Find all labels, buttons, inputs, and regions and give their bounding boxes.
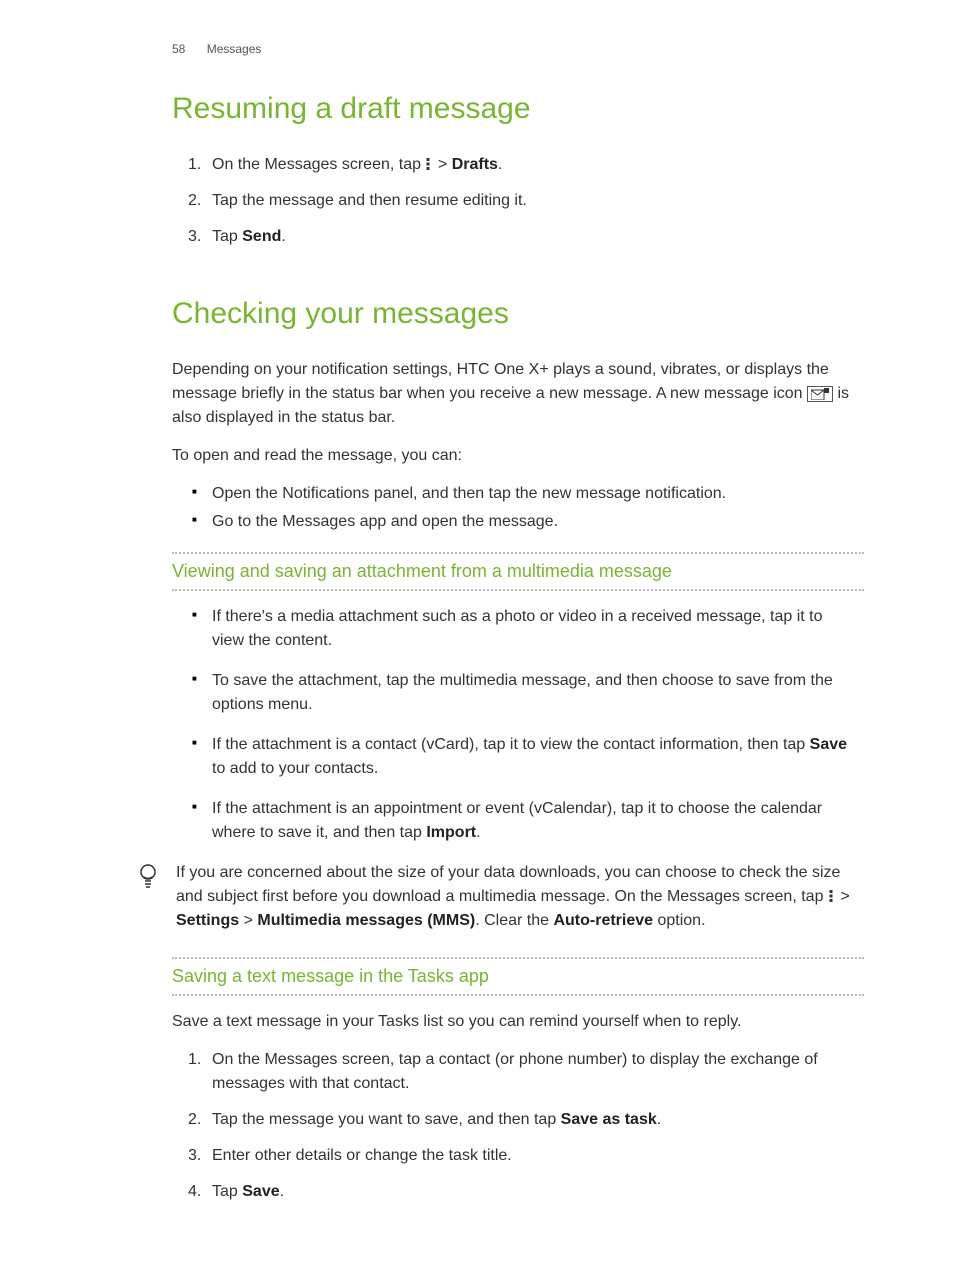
bullet-bold: Import xyxy=(426,824,476,841)
step-number: 4. xyxy=(188,1180,201,1204)
bullet-item: Go to the Messages app and open the mess… xyxy=(212,510,864,534)
step-text: On the Messages screen, tap a contact (o… xyxy=(212,1051,818,1092)
tip-segment: . Clear the xyxy=(475,912,553,929)
step-item: 3. Tap Send. xyxy=(212,225,864,249)
open-read-bullets: Open the Notifications panel, and then t… xyxy=(90,482,864,534)
new-message-icon xyxy=(807,386,833,402)
tip-bold: Multimedia messages (MMS) xyxy=(257,912,475,929)
lightbulb-tip-icon xyxy=(138,861,158,933)
step-text: . xyxy=(281,228,285,245)
subsection-tasks: Saving a text message in the Tasks app xyxy=(172,957,864,996)
tip-text: If you are concerned about the size of y… xyxy=(176,861,858,933)
step-text: Tap xyxy=(212,1183,242,1200)
tasks-steps: 1. On the Messages screen, tap a contact… xyxy=(90,1048,864,1204)
step-text: Enter other details or change the task t… xyxy=(212,1147,512,1164)
tip-segment: > xyxy=(239,912,257,929)
tasks-intro: Save a text message in your Tasks list s… xyxy=(90,1010,864,1034)
step-text: Tap the message you want to save, and th… xyxy=(212,1111,561,1128)
bullet-text: If the attachment is a contact (vCard), … xyxy=(212,736,810,753)
section-title-resuming: Resuming a draft message xyxy=(90,86,864,131)
bullet-item: If the attachment is a contact (vCard), … xyxy=(212,733,864,781)
step-text: . xyxy=(657,1111,661,1128)
open-read-intro: To open and read the message, you can: xyxy=(90,444,864,468)
page-number: 58 xyxy=(172,42,185,56)
tip-segment: option. xyxy=(653,912,705,929)
bullet-item: To save the attachment, tap the multimed… xyxy=(212,669,864,717)
step-item: 3. Enter other details or change the tas… xyxy=(212,1144,864,1168)
bullet-text: If the attachment is an appointment or e… xyxy=(212,800,822,841)
step-item: 2. Tap the message you want to save, and… xyxy=(212,1108,864,1132)
step-number: 2. xyxy=(188,1108,201,1132)
step-item: 2. Tap the message and then resume editi… xyxy=(212,189,864,213)
step-number: 3. xyxy=(188,1144,201,1168)
step-text: . xyxy=(498,156,502,173)
section-title-checking: Checking your messages xyxy=(90,291,864,336)
step-item: 1. On the Messages screen, tap > Drafts. xyxy=(212,153,864,177)
step-text: On the Messages screen, tap xyxy=(212,156,425,173)
tip-bold: Auto-retrieve xyxy=(553,912,653,929)
intro-text: Depending on your notification settings,… xyxy=(172,361,829,402)
bullet-text: to add to your contacts. xyxy=(212,760,378,777)
tip-bold: Settings xyxy=(176,912,239,929)
resuming-steps: 1. On the Messages screen, tap > Drafts.… xyxy=(90,153,864,249)
tip-block: If you are concerned about the size of y… xyxy=(90,861,864,933)
overflow-menu-icon xyxy=(828,889,836,903)
step-number: 1. xyxy=(188,1048,201,1072)
bullet-bold: Save xyxy=(810,736,847,753)
step-item: 4. Tap Save. xyxy=(212,1180,864,1204)
step-bold: Drafts xyxy=(452,156,498,173)
step-text: Tap xyxy=(212,228,242,245)
step-text: Tap the message and then resume editing … xyxy=(212,192,527,209)
bullet-text: . xyxy=(476,824,480,841)
step-number: 1. xyxy=(188,153,201,177)
sub-title-tasks: Saving a text message in the Tasks app xyxy=(172,959,864,996)
tip-segment: If you are concerned about the size of y… xyxy=(176,864,840,905)
step-number: 3. xyxy=(188,225,201,249)
step-bold: Save xyxy=(242,1183,279,1200)
page-section: Messages xyxy=(207,42,262,56)
step-number: 2. xyxy=(188,189,201,213)
bullet-item: Open the Notifications panel, and then t… xyxy=(212,482,864,506)
page-header: 58 Messages xyxy=(90,40,864,58)
step-bold: Save as task xyxy=(561,1111,657,1128)
bullet-item: If there's a media attachment such as a … xyxy=(212,605,864,653)
step-text: > xyxy=(433,156,451,173)
step-item: 1. On the Messages screen, tap a contact… xyxy=(212,1048,864,1096)
attachment-bullets: If there's a media attachment such as a … xyxy=(90,605,864,845)
bullet-item: If the attachment is an appointment or e… xyxy=(212,797,864,845)
tip-segment: > xyxy=(836,888,850,905)
step-text: . xyxy=(280,1183,284,1200)
step-bold: Send xyxy=(242,228,281,245)
subsection-attachments: Viewing and saving an attachment from a … xyxy=(172,552,864,591)
checking-intro: Depending on your notification settings,… xyxy=(90,358,864,430)
sub-title-attachments: Viewing and saving an attachment from a … xyxy=(172,554,864,591)
